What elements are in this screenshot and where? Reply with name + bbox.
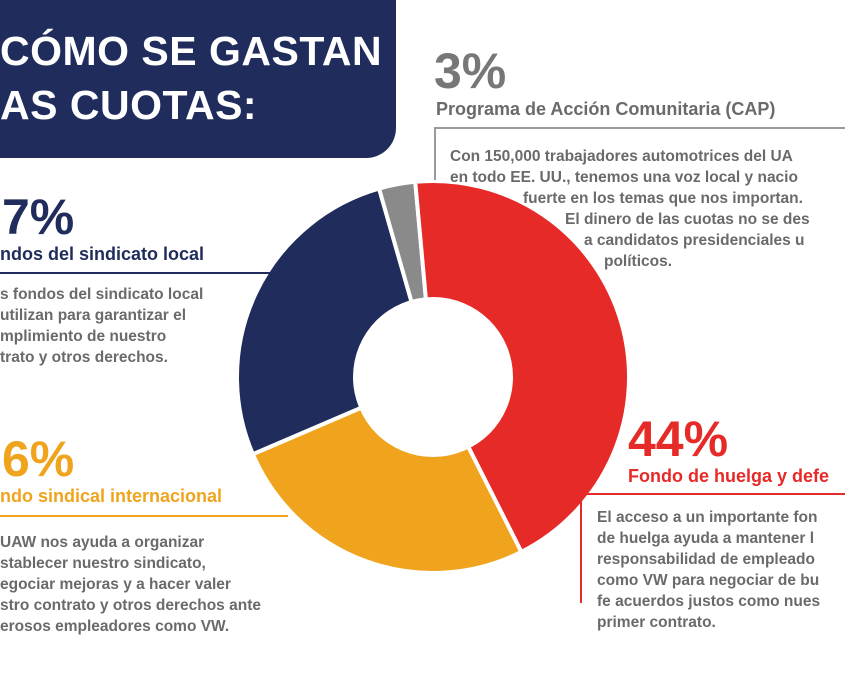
- strike-desc-line: como VW para negociar de bu: [597, 572, 820, 589]
- strike-label: Fondo de huelga y defe: [628, 466, 830, 486]
- title-line-2: AS CUOTAS:: [0, 82, 258, 128]
- strike-desc-line: primer contrato.: [597, 614, 716, 631]
- cap-label: Programa de Acción Comunitaria (CAP): [436, 99, 776, 119]
- cap-desc-line: Con 150,000 trabajadores automotrices de…: [450, 148, 793, 165]
- local-desc-line: trato y otros derechos.: [0, 349, 168, 366]
- cap-description: Con 150,000 trabajadores automotrices de…: [450, 146, 810, 272]
- intl-desc-line: stablecer nuestro sindicato,: [0, 555, 206, 572]
- cap-desc-line: políticos.: [604, 253, 673, 270]
- intl-desc-line: stro contrato y otros derechos ante: [0, 597, 261, 614]
- cap-vrule: [434, 127, 436, 180]
- title-line-1: CÓMO SE GASTAN: [0, 28, 383, 74]
- intl-desc-line: UAW nos ayuda a organizar: [0, 534, 205, 551]
- donut-hole: [353, 297, 513, 457]
- strike-desc-line: responsabilidad de empleado: [597, 551, 815, 568]
- cap-desc-line: en todo EE. UU., tenemos una voz local y…: [450, 169, 798, 186]
- cap-desc-line: a candidatos presidenciales u: [584, 232, 805, 249]
- strike-desc-line: de huelga ayuda a mantener l: [597, 530, 815, 547]
- intl-desc-line: egociar mejoras y a hacer valer: [0, 576, 231, 593]
- cap-desc-line: fuerte en los temas que nos importan.: [523, 190, 803, 207]
- intl-label: ndo sindical internacional: [0, 486, 223, 506]
- intl-rule: [0, 515, 288, 517]
- local-desc-line: s fondos del sindicato local: [0, 286, 204, 303]
- title-banner: CÓMO SE GASTAN AS CUOTAS:: [0, 0, 396, 158]
- local-percent: 7%: [2, 189, 75, 245]
- local-description: s fondos del sindicato local utilizan pa…: [0, 284, 203, 368]
- strike-rule: [580, 493, 845, 495]
- intl-percent: 6%: [2, 431, 75, 487]
- intl-desc-line: erosos empleadores como VW.: [0, 618, 230, 635]
- strike-vrule: [580, 493, 582, 603]
- strike-desc-line: fe acuerdos justos como nues: [597, 593, 821, 610]
- intl-description: UAW nos ayuda a organizar stablecer nues…: [0, 532, 261, 637]
- strike-desc-line: El acceso a un importante fon: [597, 509, 818, 526]
- strike-description: El acceso a un importante fon de huelga …: [597, 507, 820, 633]
- cap-desc-line: El dinero de las cuotas no se des: [565, 211, 810, 228]
- local-rule: [0, 272, 275, 274]
- cap-rule: [434, 127, 845, 129]
- cap-percent: 3%: [434, 43, 507, 99]
- strike-percent: 44%: [628, 411, 729, 467]
- local-desc-line: mplimiento de nuestro: [0, 328, 167, 345]
- local-label: ndos del sindicato local: [0, 244, 205, 264]
- local-desc-line: utilizan para garantizar el: [0, 307, 187, 324]
